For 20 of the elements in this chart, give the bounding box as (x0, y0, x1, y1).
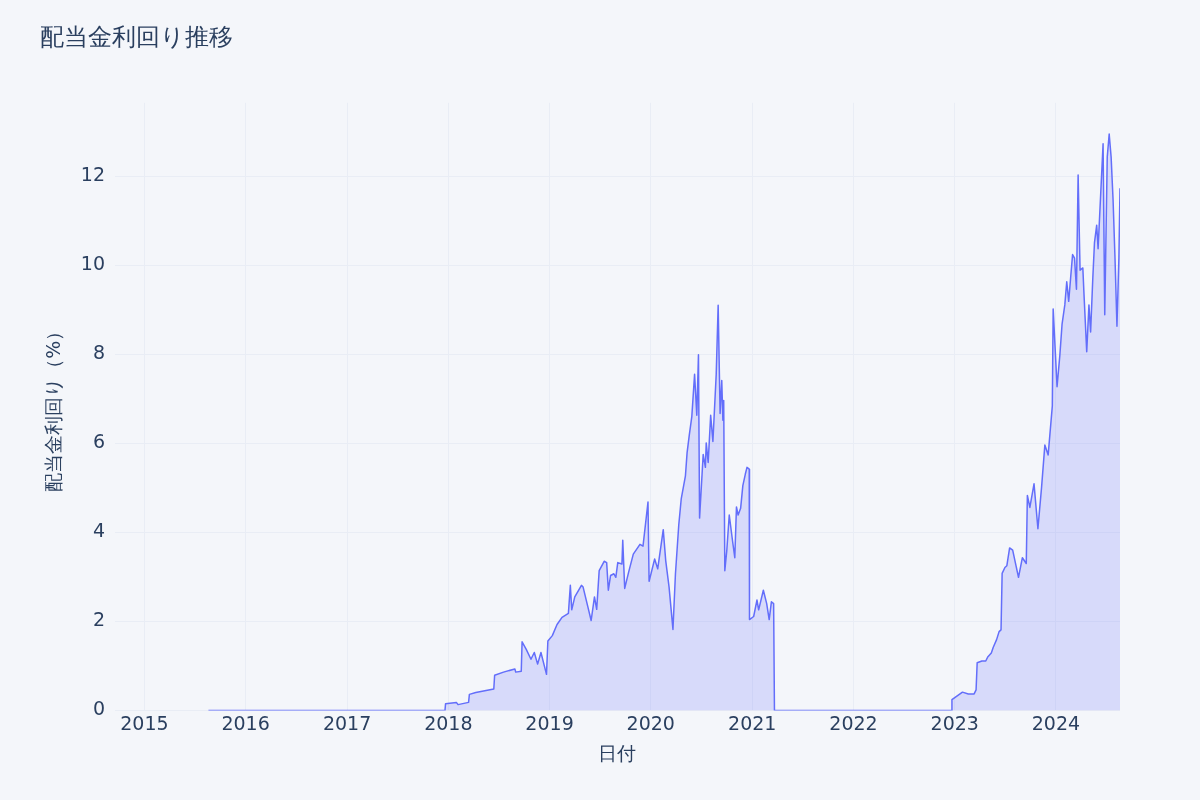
y-tick-label: 2 (92, 608, 105, 631)
x-tick-label: 2017 (322, 711, 372, 734)
y-tick-label: 12 (80, 163, 105, 186)
x-tick-label: 2016 (221, 711, 270, 734)
y-axis-title: 配当金利回り（%） (42, 321, 65, 492)
x-tick-label: 2022 (829, 711, 878, 734)
x-tick-label: 2021 (728, 711, 777, 734)
y-tick-label: 0 (92, 697, 105, 720)
y-tick-label: 6 (92, 430, 105, 453)
x-tick-label: 2015 (120, 711, 169, 734)
x-tick-label: 2024 (1031, 711, 1081, 734)
chart-title: 配当金利回り推移 (40, 22, 233, 51)
x-axis-title: 日付 (598, 741, 637, 764)
x-tick-label: 2023 (930, 711, 979, 734)
x-tick-label: 2018 (424, 711, 473, 734)
x-tick-label: 2019 (525, 711, 574, 734)
y-tick-label: 4 (92, 519, 105, 542)
y-tick-label: 8 (92, 341, 105, 364)
y-tick-label: 10 (80, 252, 105, 275)
x-tick-label: 2020 (626, 711, 675, 734)
